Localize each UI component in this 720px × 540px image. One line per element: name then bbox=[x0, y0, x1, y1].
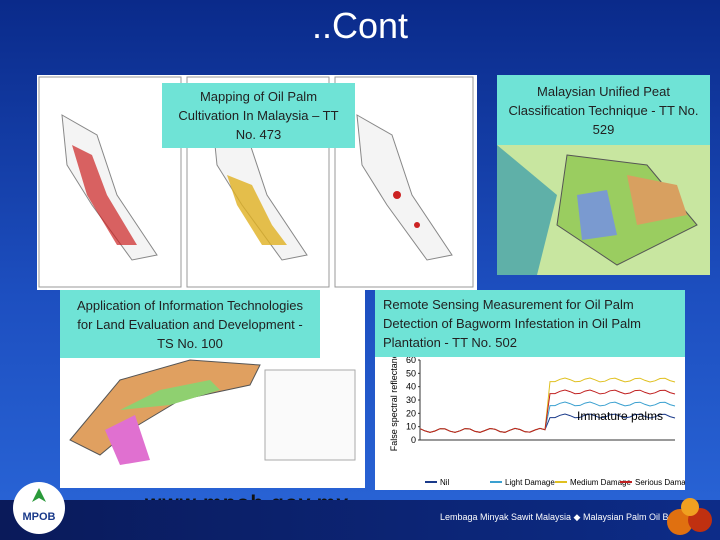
zone bbox=[120, 380, 220, 410]
legend-label: Medium Damage bbox=[570, 478, 631, 487]
caption: Malaysian Unified Peat Classification Te… bbox=[497, 75, 710, 145]
zone bbox=[105, 415, 150, 465]
footer-bar bbox=[0, 500, 720, 540]
logo-circle bbox=[13, 482, 65, 534]
logo-leaf bbox=[32, 488, 46, 502]
spectral-line bbox=[419, 389, 676, 433]
palm-fruit bbox=[667, 498, 712, 535]
frame bbox=[38, 76, 182, 288]
caption: Application of Information Technologies … bbox=[60, 290, 320, 358]
map bbox=[356, 114, 453, 261]
annotation: Immature palms bbox=[577, 409, 663, 423]
y-tick-label: 10 bbox=[406, 422, 416, 432]
frame bbox=[186, 76, 330, 288]
map bbox=[61, 114, 158, 261]
map-fill bbox=[72, 145, 137, 245]
title: ..Cont bbox=[311, 5, 409, 46]
footer-text: Lembaga Minyak Sawit Malaysia ◆ Malaysia… bbox=[440, 512, 687, 522]
logo: MPOB bbox=[13, 482, 65, 534]
y-label: False spectral reflectance bbox=[389, 349, 399, 452]
legend-label: Serious Damage bbox=[635, 478, 685, 487]
legend-label: Light Damage bbox=[505, 478, 555, 487]
caption: Mapping of Oil Palm Cultivation In Malay… bbox=[162, 83, 355, 148]
y-tick-label: 0 bbox=[411, 435, 416, 445]
map-dot bbox=[393, 191, 401, 199]
legend-label: Nil bbox=[440, 478, 450, 487]
map-fill bbox=[227, 175, 287, 245]
y-tick-label: 40 bbox=[406, 382, 416, 392]
frame bbox=[334, 76, 474, 288]
fruit bbox=[667, 509, 693, 535]
zone bbox=[627, 175, 687, 225]
y-tick-label: 20 bbox=[406, 408, 416, 418]
caption: Remote Sensing Measurement for Oil Palm … bbox=[375, 290, 685, 357]
fruit bbox=[681, 498, 699, 516]
zone bbox=[577, 190, 617, 240]
logo-text: MPOB bbox=[23, 511, 56, 523]
legend-box bbox=[264, 369, 356, 461]
sea bbox=[497, 145, 557, 275]
y-tick-label: 30 bbox=[406, 395, 416, 405]
y-tick-label: 50 bbox=[406, 368, 416, 378]
map-dot bbox=[414, 222, 420, 228]
y-tick-label: 60 bbox=[406, 355, 416, 365]
map bbox=[69, 359, 261, 456]
